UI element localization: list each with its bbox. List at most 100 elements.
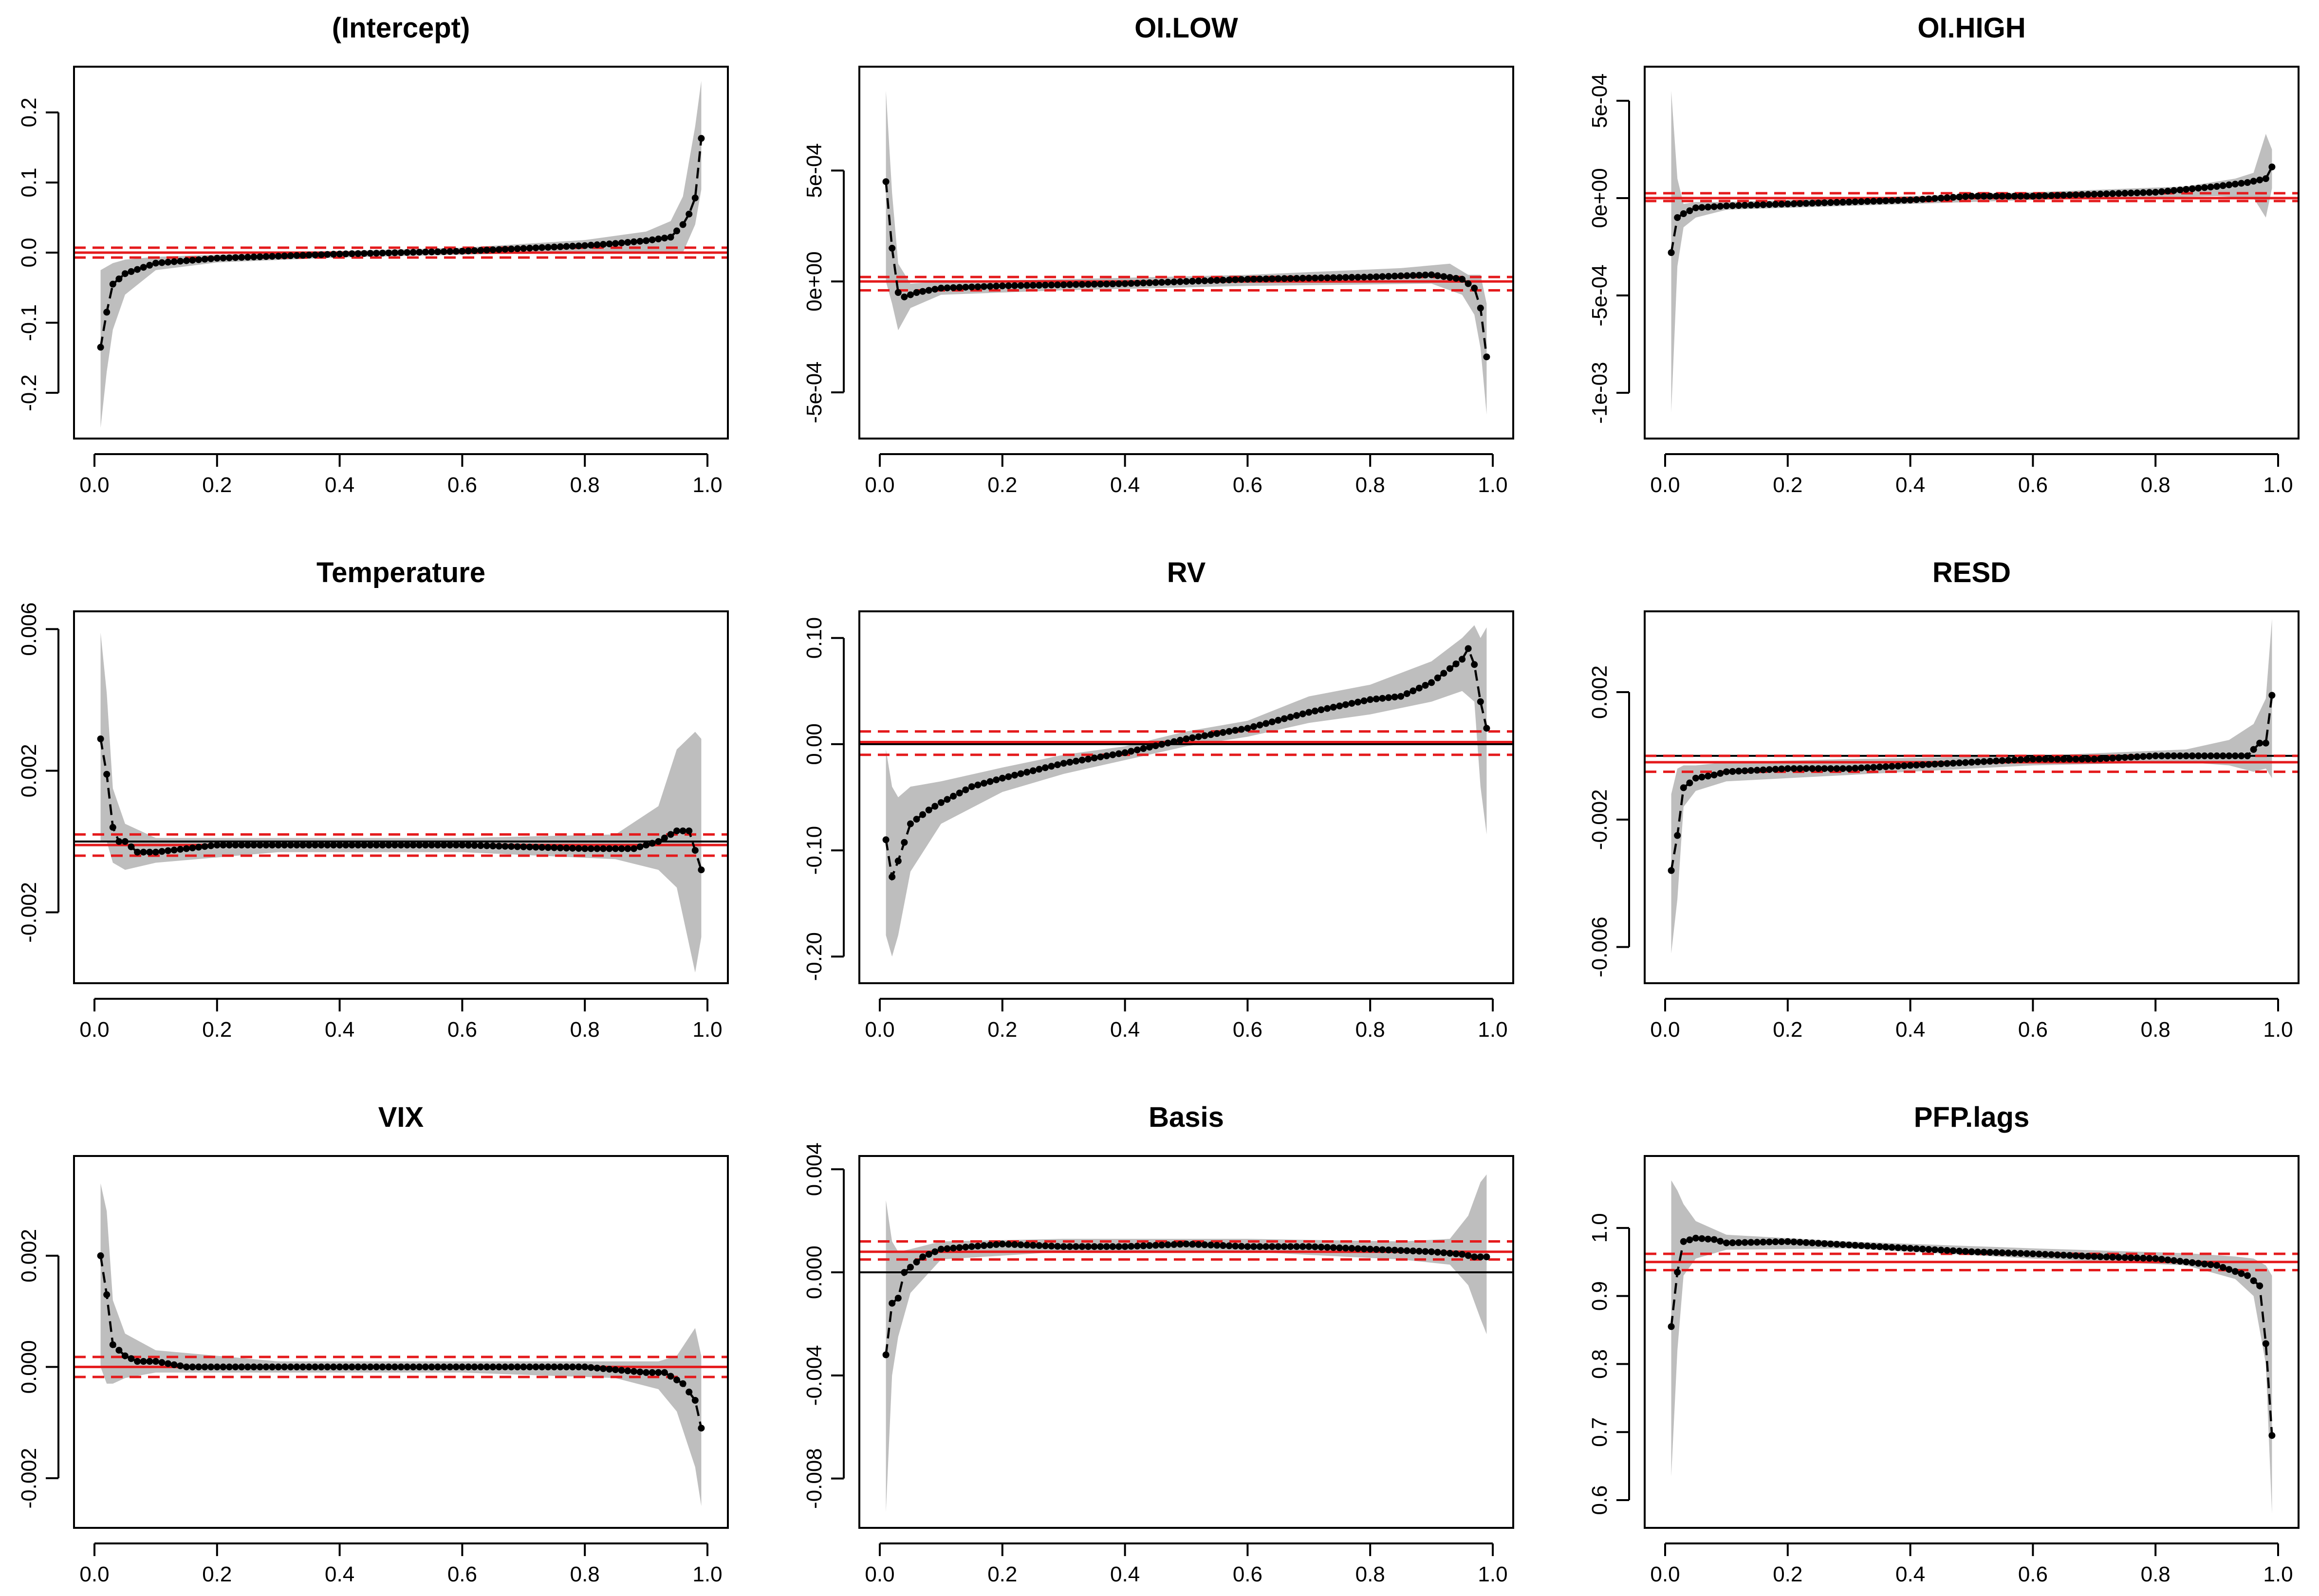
x-tick-label: 0.2 (987, 1018, 1017, 1042)
quantile-point (1232, 1243, 1239, 1250)
quantile-point (2256, 176, 2263, 183)
quantile-point (373, 842, 380, 849)
quantile-curve (99, 1255, 703, 1429)
y-tick-label: 0.002 (1588, 665, 1612, 719)
quantile-point (1250, 1243, 1257, 1250)
quantile-point (1907, 197, 1914, 203)
quantile-point (477, 842, 484, 849)
quantile-point (2250, 746, 2257, 753)
quantile-point (913, 816, 920, 823)
quantile-point (1085, 755, 1092, 763)
quantile-point (2226, 181, 2233, 188)
quantile-point (220, 1363, 227, 1371)
quantile-point (1753, 202, 1761, 208)
quantile-point (2176, 752, 2184, 759)
quantile-point (489, 843, 497, 849)
quantile-point (330, 251, 337, 258)
quantile-point (551, 243, 558, 251)
quantile-point (367, 250, 374, 257)
quantile-point (1931, 195, 1938, 202)
quantile-point (207, 842, 215, 849)
quantile-point (600, 845, 607, 852)
quantile-point (1674, 832, 1681, 839)
quantile-point (317, 251, 325, 258)
quantile-point (2054, 1251, 2061, 1259)
quantile-point (312, 842, 319, 849)
quantile-point (373, 1363, 380, 1371)
quantile-point (1962, 193, 1969, 200)
x-tick-label: 0.2 (202, 473, 232, 497)
quantile-point (361, 250, 368, 257)
quantile-point (2183, 1258, 2190, 1266)
panel-title: (Intercept) (332, 12, 470, 44)
quantile-point (1005, 773, 1012, 780)
quantile-point (691, 1397, 699, 1404)
quantile-point (1483, 725, 1490, 732)
plot-frame (1644, 66, 2300, 440)
quantile-point (587, 845, 594, 852)
quantile-point (1876, 1243, 1883, 1250)
quantile-point (686, 210, 693, 218)
quantile-point (1827, 199, 1834, 206)
quantile-point (894, 857, 902, 864)
quantile-point (1225, 1242, 1233, 1249)
quantile-point (409, 842, 417, 849)
quantile-point (213, 1363, 221, 1371)
x-tick-label: 0.6 (447, 1018, 477, 1042)
quantile-point (594, 241, 601, 248)
quantile-point (1778, 765, 1785, 772)
quantile-point (1213, 730, 1221, 737)
quantile-point (882, 836, 890, 844)
x-tick-label: 0.2 (202, 1562, 232, 1586)
quantile-point (1440, 273, 1447, 280)
quantile-point (183, 845, 190, 852)
quantile-point (1213, 277, 1221, 284)
quantile-point (1723, 1239, 1730, 1247)
quantile-point (97, 1252, 104, 1259)
x-axis: 0.0 0.2 0.4 0.6 0.8 1.0 (79, 998, 723, 1042)
quantile-point (2060, 755, 2067, 763)
panel-title: PFP.lags (1914, 1101, 2030, 1133)
quantile-point (1293, 275, 1300, 282)
quantile-point (177, 1362, 184, 1370)
quantile-point (1268, 1243, 1276, 1250)
quantile-point (673, 827, 680, 835)
quantile-point (600, 241, 607, 248)
panel-title: Temperature (316, 557, 485, 588)
quantile-point (1907, 762, 1914, 769)
quantile-point (2115, 1254, 2122, 1261)
quantile-point (115, 838, 123, 845)
quantile-point (2171, 187, 2177, 194)
y-axis: -0.008 -0.004 0.000 0.004 (802, 1142, 845, 1509)
quantile-point (1085, 281, 1092, 288)
quantile-point (262, 253, 270, 260)
quantile-point (391, 1363, 398, 1371)
x-tick-label: 1.0 (1478, 473, 1507, 497)
quantile-point (1195, 1241, 1202, 1248)
quantile-point (121, 838, 129, 845)
quantile-point (1017, 282, 1024, 289)
plot-area (1645, 619, 2299, 954)
x-tick-label: 0.0 (79, 1562, 109, 1586)
plot-frame (73, 1155, 729, 1529)
plot-frame (73, 610, 729, 984)
quantile-point (2023, 1250, 2030, 1257)
quantile-point (1305, 709, 1313, 716)
quantile-point (667, 1373, 674, 1380)
quantile-point (459, 248, 466, 255)
quantile-point (962, 1244, 969, 1251)
quantile-point (1931, 760, 1938, 768)
quantile-point (538, 244, 546, 251)
panel-title: RV (1167, 557, 1206, 588)
quantile-point (1048, 281, 1055, 289)
quantile-point (606, 240, 613, 248)
quantile-point (1275, 716, 1282, 724)
y-axis: -0.20 -0.10 0.00 0.10 (802, 617, 845, 981)
quantile-point (956, 789, 963, 797)
quantile-point (2164, 752, 2171, 759)
quantile-point (2036, 192, 2042, 200)
quantile-point (281, 1363, 288, 1371)
quantile-point (232, 1363, 239, 1371)
quantile-point (1152, 742, 1159, 750)
quantile-point (649, 1369, 656, 1376)
